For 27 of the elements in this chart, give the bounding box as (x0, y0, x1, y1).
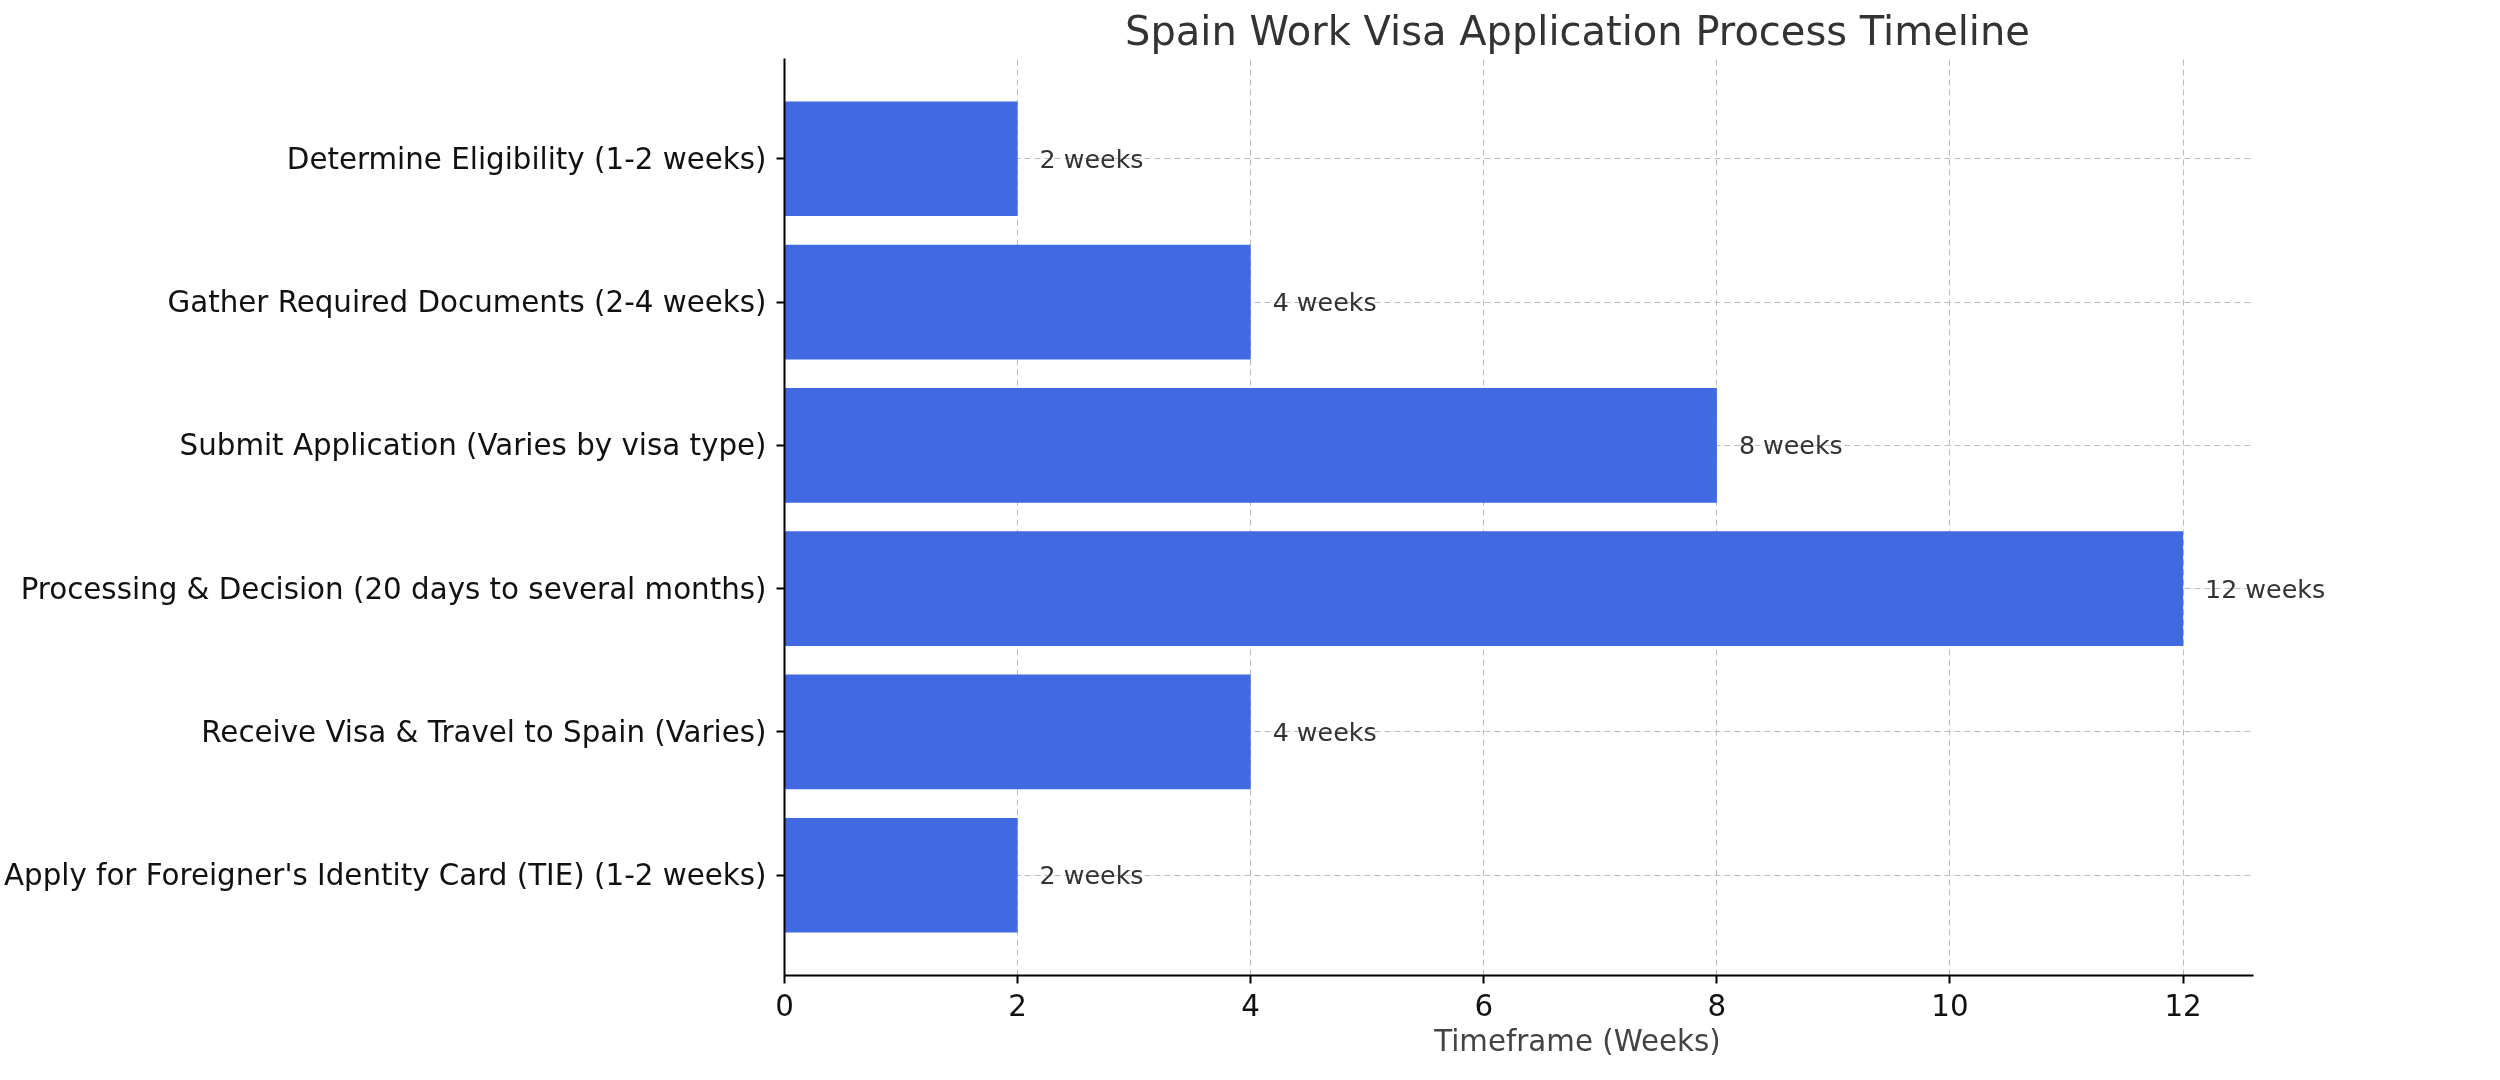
x-tick-label: 4 (1241, 988, 1261, 1023)
x-tick-label: 8 (1707, 988, 1727, 1023)
chart-title: Spain Work Visa Application Process Timeline (1125, 7, 2030, 54)
data-label: 12 weeks (2205, 573, 2326, 604)
y-tick-label: Receive Visa & Travel to Spain (Varies) (201, 714, 767, 749)
y-tick-label: Determine Eligibility (1-2 weeks) (286, 141, 767, 176)
data-label: 2 weeks (1039, 860, 1144, 891)
data-label: 4 weeks (1272, 716, 1377, 747)
y-tick-label: Submit Application (Varies by visa type) (179, 428, 767, 463)
x-tick-label: 2 (1008, 988, 1027, 1023)
y-tick-label: Processing & Decision (20 days to several months) (20, 571, 767, 606)
data-label: 2 weeks (1039, 143, 1144, 174)
x-tick-label: 6 (1474, 988, 1494, 1023)
data-label: 4 weeks (1272, 287, 1377, 318)
x-tick-label: 10 (1931, 988, 1969, 1023)
x-tick-label: 0 (775, 988, 794, 1023)
bar (784, 101, 1018, 217)
bar (784, 244, 1251, 360)
bar (784, 388, 1717, 503)
bar (784, 817, 1018, 933)
y-tick-label: Gather Required Documents (2-4 weeks) (167, 285, 767, 320)
data-label: 8 weeks (1738, 430, 1843, 461)
x-tick-label: 12 (2164, 988, 2202, 1023)
x-axis-title: Timeframe (Weeks) (1433, 1023, 1721, 1058)
bar (784, 674, 1251, 790)
y-tick-label: Apply for Foreigner's Identity Card (TIE) (1-2 weeks) (3, 858, 767, 893)
bar (784, 531, 2184, 646)
